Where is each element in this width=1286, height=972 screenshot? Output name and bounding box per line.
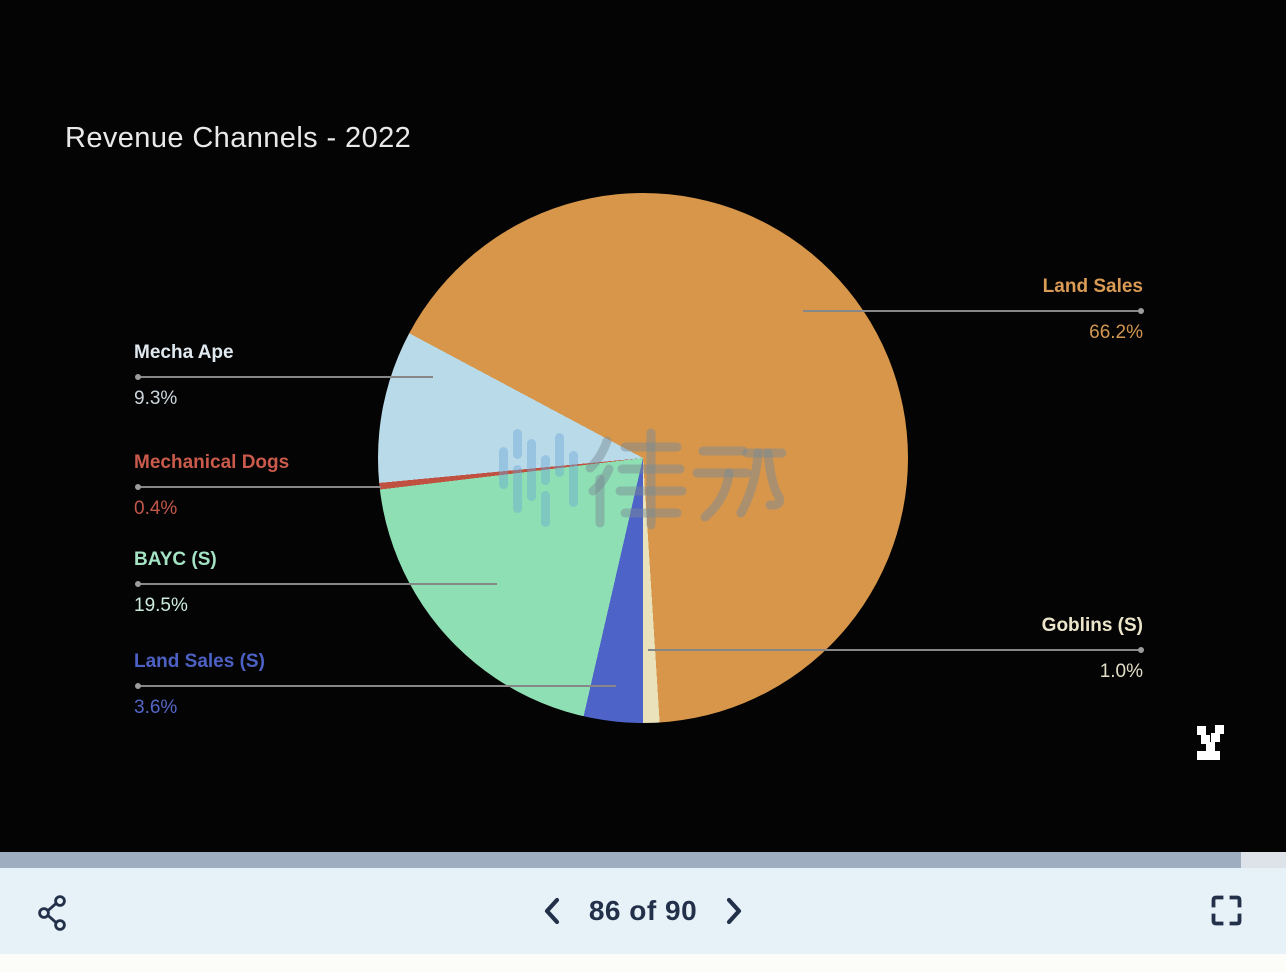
slice-label: Land Sales	[1042, 276, 1143, 297]
slice-value: 3.6%	[134, 697, 178, 718]
leader-line	[648, 647, 1144, 653]
slice-label: Mechanical Dogs	[134, 452, 290, 473]
page-background-strip	[0, 954, 1286, 972]
slice-value: 1.0%	[1099, 661, 1143, 682]
chevron-right-icon	[727, 897, 742, 925]
leader-dot	[135, 374, 141, 380]
slice-label: Land Sales (S)	[134, 651, 265, 672]
scrollbar-thumb[interactable]	[0, 852, 1241, 868]
page-navigation: 86 of 90	[0, 868, 1286, 954]
slice-value: 66.2%	[1089, 322, 1143, 343]
leader-line	[135, 683, 616, 689]
fullscreen-button[interactable]	[1210, 894, 1243, 927]
slice-value: 19.5%	[134, 595, 188, 616]
slice-label: Mecha Ape	[134, 342, 234, 363]
leader-line	[135, 374, 433, 380]
chart-title: Revenue Channels - 2022	[65, 122, 412, 154]
slice-label: BAYC (S)	[134, 549, 217, 570]
horizontal-scrollbar	[0, 852, 1286, 868]
slice-value: 0.4%	[134, 498, 178, 519]
leader-dot	[135, 683, 141, 689]
leader-line	[135, 484, 381, 490]
leader-line	[135, 581, 497, 587]
viewer-toolbar: 86 of 90	[0, 868, 1286, 954]
leader-dot	[1138, 647, 1144, 653]
leader-dot	[135, 484, 141, 490]
chevron-left-icon	[544, 897, 559, 925]
brand-pixel-logo-icon	[1197, 725, 1224, 760]
leader-dot	[135, 581, 141, 587]
pie-chart	[378, 193, 908, 723]
share-button[interactable]	[36, 894, 68, 932]
slice-value: 9.3%	[134, 388, 178, 409]
slide-canvas: Revenue Channels - 2022	[0, 0, 1286, 852]
next-page-button[interactable]	[723, 895, 745, 927]
previous-page-button[interactable]	[541, 895, 563, 927]
slice-label: Goblins (S)	[1041, 615, 1143, 636]
page-indicator: 86 of 90	[588, 895, 698, 926]
leader-line	[803, 308, 1144, 314]
fullscreen-icon	[1211, 895, 1242, 926]
leader-dot	[1138, 308, 1144, 314]
share-icon	[38, 895, 66, 931]
